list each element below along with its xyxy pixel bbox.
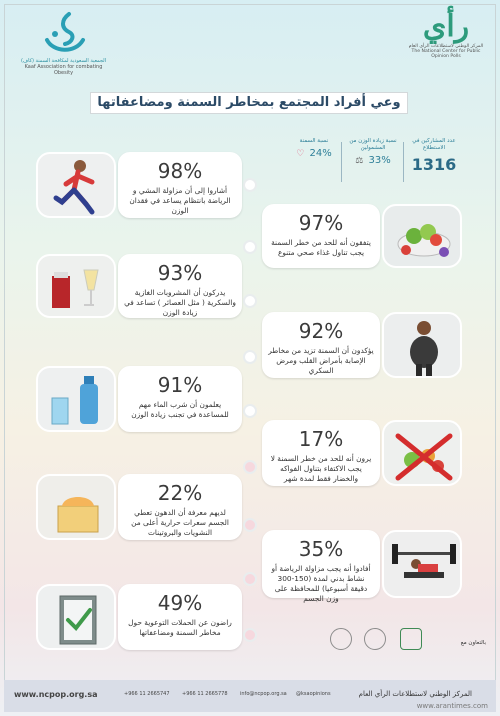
stat-overweight: نسبة زيادة الوزن من المشمولين 33% ⚖ <box>346 138 400 166</box>
partner-seal-icon <box>330 628 352 650</box>
page-title: وعي أفراد المجتمع بمخاطر السمنة ومضاعفات… <box>90 92 408 114</box>
ncpop-logo: رأي المركز الوطني لاستطلاعات الرأي العام… <box>406 9 486 60</box>
timeline-dot <box>245 406 255 416</box>
card-percent: 98% <box>157 159 203 183</box>
obese-man-image <box>382 312 462 378</box>
card-percent: 35% <box>298 537 344 561</box>
timeline-dot <box>245 520 255 530</box>
kaaf-logo-english: Kaaf Association for combating Obesity <box>24 64 103 76</box>
card-text: يرون أنه للحد من خطر السمنة لا يجب الاكت… <box>270 454 372 483</box>
timeline-dot <box>245 180 255 190</box>
water-image <box>36 366 116 432</box>
stat-participants: عدد المشاركين في الاستطلاع 1316 <box>408 138 460 174</box>
footer: www.ncpop.org.sa +966 11 2665747 +966 11… <box>4 680 496 712</box>
runner-image <box>36 152 116 218</box>
card-text: لديهم معرفة أن الدهون تعطي الجسم سعرات ح… <box>131 508 229 537</box>
card-91: 91% يعلمون أن شرب الماء مهم للمساعدة في … <box>118 366 242 432</box>
stats-divider <box>403 142 404 182</box>
scale-icon: ⚖ <box>355 156 364 166</box>
footer-phone-1: +966 11 2665747 <box>124 691 170 697</box>
timeline-dot <box>245 462 255 472</box>
card-percent: 91% <box>157 373 203 397</box>
checklist-image <box>36 584 116 650</box>
fats-image <box>36 474 116 540</box>
soft-drinks-image <box>36 254 116 318</box>
timeline-dot <box>245 574 255 584</box>
footer-phone-2: +966 11 2665778 <box>182 691 228 697</box>
kaaf-logo-icon <box>39 10 89 56</box>
card-percent: 97% <box>298 211 344 235</box>
card-percent: 17% <box>298 427 344 451</box>
card-text: راضون عن الحملات التوعوية حول مخاطر السم… <box>128 618 232 637</box>
kaaf-logo-arabic: الجمعية السعودية لمكافحة السمنة (كاف) <box>20 58 107 64</box>
watermark: www.arantimes.com <box>416 702 488 710</box>
stat-obesity-label: نسبة السمنة <box>299 138 329 144</box>
stat-obesity-value: 24% <box>309 148 332 159</box>
card-percent: 93% <box>157 261 203 285</box>
kaaf-logo: الجمعية السعودية لمكافحة السمنة (كاف) Ka… <box>16 10 111 76</box>
ncpop-logo-word: رأي <box>422 9 470 44</box>
heart-icon: ♡ <box>296 149 305 159</box>
card-text: يدركون أن المشروبات الغازية والسكرية ( م… <box>124 288 236 317</box>
card-text: يعلمون أن شرب الماء مهم للمساعدة في تجنب… <box>131 400 229 419</box>
timeline-dot <box>245 630 255 640</box>
moh-logo-icon <box>400 628 422 650</box>
ncpop-logo-arabic: المركز الوطني لاستطلاعات الرأي العام <box>408 44 484 49</box>
stat-overweight-value: 33% <box>368 155 391 166</box>
footer-social[interactable]: @ksaopinions <box>296 691 331 697</box>
card-92: 92% يؤكدون أن السمنة تزيد من مخاطر الإصا… <box>262 312 380 378</box>
card-text: أشاروا إلى أن مزاولة المشي و الرياضة بان… <box>129 186 231 215</box>
stat-overweight-label: نسبة زيادة الوزن من المشمولين <box>349 138 397 151</box>
card-percent: 22% <box>157 481 203 505</box>
card-98: 98% أشاروا إلى أن مزاولة المشي و الرياضة… <box>118 152 242 218</box>
ncpop-logo-english: The National Center for Public Opinion P… <box>411 49 481 59</box>
card-93: 93% يدركون أن المشروبات الغازية والسكرية… <box>118 254 242 318</box>
stat-obesity: نسبة السمنة 24% ♡ <box>290 138 338 159</box>
card-text: يؤكدون أن السمنة تزيد من مخاطر الإصابة ب… <box>268 346 374 375</box>
partner-seals <box>330 626 440 656</box>
card-percent: 92% <box>298 319 344 343</box>
healthy-food-image <box>382 204 462 268</box>
card-49: 49% راضون عن الحملات التوعوية حول مخاطر … <box>118 584 242 650</box>
no-vegetables-image <box>382 420 462 486</box>
footer-email[interactable]: info@ncpop.org.sa <box>240 691 287 697</box>
card-text: يتفقون أنه للحد من خطر السمنة يجب تناول … <box>271 238 371 257</box>
stat-participants-value: 1316 <box>411 155 457 174</box>
card-17: 17% يرون أنه للحد من خطر السمنة لا يجب ا… <box>262 420 380 486</box>
card-35: 35% أفادوا أنه يجب مزاولة الرياضة أو نشا… <box>262 530 380 603</box>
stat-participants-label: عدد المشاركين في الاستطلاع <box>412 138 456 151</box>
timeline-dot <box>245 352 255 362</box>
card-percent: 49% <box>157 591 203 615</box>
footer-org: المركز الوطني لاستطلاعات الرأي العام <box>358 690 472 698</box>
card-text: أفادوا أنه يجب مزاولة الرياضة أو نشاط بد… <box>271 564 371 603</box>
weightlifting-image <box>382 530 462 598</box>
partner-seal-icon <box>364 628 386 650</box>
timeline-dot <box>245 296 255 306</box>
survey-stats: عدد المشاركين في الاستطلاع 1316 نسبة زيا… <box>290 138 460 190</box>
timeline-dot <box>245 242 255 252</box>
footer-website[interactable]: www.ncpop.org.sa <box>14 690 98 699</box>
card-22: 22% لديهم معرفة أن الدهون تعطي الجسم سعر… <box>118 474 242 540</box>
stats-divider <box>341 142 342 182</box>
card-97: 97% يتفقون أنه للحد من خطر السمنة يجب تن… <box>262 204 380 268</box>
cooperation-label: بالتعاون مع <box>460 640 486 646</box>
